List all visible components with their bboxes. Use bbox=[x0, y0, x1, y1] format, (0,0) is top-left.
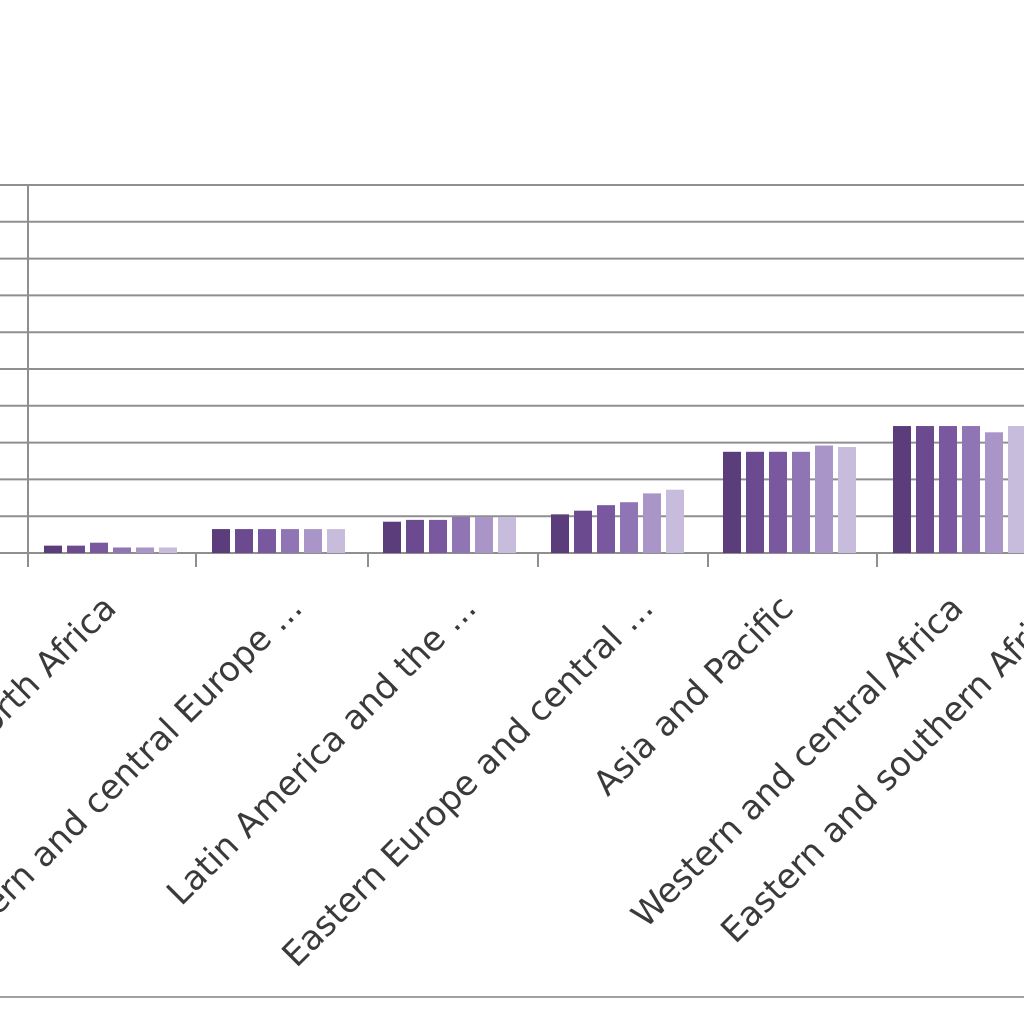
bars bbox=[44, 426, 1024, 553]
bar bbox=[429, 519, 447, 553]
bar bbox=[723, 451, 741, 553]
bar bbox=[327, 529, 345, 553]
bar bbox=[962, 426, 980, 553]
bar bbox=[597, 505, 615, 553]
bar bbox=[939, 426, 957, 553]
bar bbox=[383, 521, 401, 553]
bar bbox=[258, 529, 276, 553]
bar bbox=[916, 426, 934, 553]
bar bbox=[212, 529, 230, 553]
bar bbox=[498, 516, 516, 553]
bar bbox=[67, 545, 85, 553]
bar bbox=[746, 451, 764, 553]
bar bbox=[235, 529, 253, 553]
bar bbox=[815, 445, 833, 553]
gridlines bbox=[0, 184, 1024, 554]
bar bbox=[985, 432, 1003, 553]
bar bbox=[304, 529, 322, 553]
bar bbox=[44, 545, 62, 553]
axes bbox=[27, 185, 878, 567]
x-tick-label: Latin America and the ... bbox=[159, 588, 484, 913]
bar bbox=[551, 514, 569, 553]
bar bbox=[136, 547, 154, 553]
bar bbox=[574, 510, 592, 553]
bar bbox=[893, 426, 911, 553]
bar bbox=[1008, 426, 1024, 553]
bar bbox=[406, 519, 424, 553]
bar bbox=[113, 547, 131, 553]
bar bbox=[281, 529, 299, 553]
bar bbox=[620, 502, 638, 553]
bar bbox=[159, 547, 177, 553]
bar bbox=[475, 516, 493, 553]
bar bbox=[666, 489, 684, 553]
bar bbox=[838, 447, 856, 553]
bar bbox=[769, 451, 787, 553]
bar bbox=[452, 516, 470, 553]
bar bbox=[792, 451, 810, 553]
bar bbox=[90, 542, 108, 553]
bar bbox=[643, 493, 661, 553]
